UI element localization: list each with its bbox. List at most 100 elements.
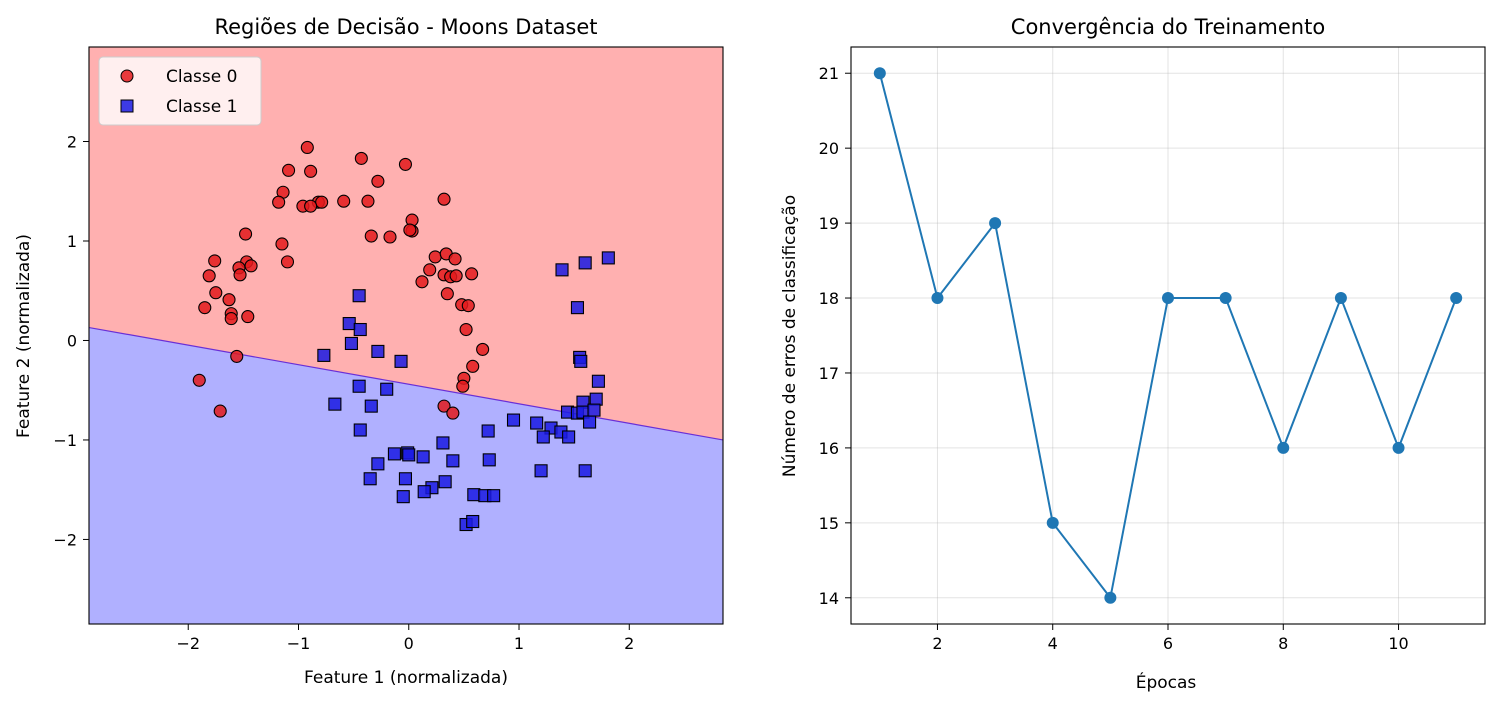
classe1-point <box>555 263 569 277</box>
classe0-point <box>456 379 470 393</box>
classe0-point <box>272 195 286 209</box>
classe1-point <box>344 336 358 351</box>
classe0-point <box>423 263 437 277</box>
error-point <box>1104 591 1117 604</box>
classe0-point <box>437 399 451 413</box>
classe0-point <box>275 237 289 251</box>
class0-region <box>89 47 723 440</box>
classe1-point <box>481 424 495 438</box>
y-tick-label: 16 <box>819 439 839 458</box>
classe1-point <box>342 317 356 331</box>
classe1-point <box>438 475 452 489</box>
y-tick-label: 2 <box>67 133 77 152</box>
y-tick-label: 14 <box>819 589 839 608</box>
y-tick-label: 20 <box>819 139 839 158</box>
classe1-point <box>328 397 342 411</box>
x-tick-label: −2 <box>176 634 200 653</box>
classe1-point <box>416 450 430 464</box>
classe1-point <box>466 514 480 529</box>
error-series-points <box>873 67 1463 604</box>
classe0-point <box>300 140 314 155</box>
y-tick-label: −1 <box>53 431 77 450</box>
error-point <box>989 217 1002 230</box>
error-point <box>1219 292 1232 305</box>
classe0-point <box>415 275 429 289</box>
error-point <box>1162 292 1174 305</box>
decision-boundary <box>89 326 723 441</box>
y-tick-label: 19 <box>819 214 839 233</box>
classe1-point <box>352 379 366 393</box>
convergence-plot: 2 4 6 8 10 14 15 16 17 18 19 20 21 Convergência do T… <box>780 15 1486 693</box>
classe1-point <box>587 403 601 417</box>
classe0-point <box>241 310 255 324</box>
decision-region-plot: −2 −1 0 1 2 −2 −1 0 1 2 Regiões de Decisão - Moon… <box>14 15 724 688</box>
legend-marker-classe0 <box>120 69 134 83</box>
classe1-point <box>436 436 450 450</box>
classe0-point <box>239 227 253 241</box>
right-chart-title: Convergência do Treinamento <box>1011 15 1325 39</box>
classe1-point <box>417 485 431 499</box>
classe1-point <box>578 464 592 478</box>
x-tick-label: 8 <box>1278 634 1288 653</box>
classe1-point <box>394 354 408 368</box>
classe1-point <box>482 453 496 467</box>
classe0-point <box>304 199 318 213</box>
classe0-point <box>192 373 206 387</box>
y-tick-label: 18 <box>819 289 839 308</box>
classe0-point <box>465 267 479 281</box>
classe0-point <box>315 195 329 209</box>
classe1-point <box>317 348 331 362</box>
classe1-point <box>578 256 592 270</box>
classe0-point <box>282 163 296 177</box>
x-tick-label: 10 <box>1388 634 1408 653</box>
x-tick-label: 6 <box>1163 634 1173 653</box>
error-point <box>1334 292 1347 305</box>
left-axes-frame <box>88 46 724 625</box>
error-point <box>1450 292 1463 305</box>
y-tick-label: 17 <box>819 364 839 383</box>
classe1-point <box>506 413 521 427</box>
classe1-point <box>380 382 394 396</box>
y-tick-label: 21 <box>819 64 839 83</box>
classe0-point <box>398 157 412 171</box>
classe0-point <box>476 342 490 356</box>
classe1-point <box>353 322 367 337</box>
error-point <box>1392 441 1405 454</box>
classe1-point <box>574 354 588 368</box>
classe1-point <box>467 488 481 502</box>
legend: Classe 0 Classe 1 <box>98 56 262 126</box>
classe0-point <box>448 252 462 266</box>
classe1-point <box>530 416 544 430</box>
classe0-point <box>198 301 212 315</box>
classe1-point <box>363 472 377 486</box>
classe0-point <box>371 174 385 188</box>
x-tick-label: 4 <box>1048 634 1058 653</box>
classe1-point <box>591 374 605 388</box>
classe1-point <box>589 392 603 406</box>
classe1-point <box>534 464 548 478</box>
classe0-point <box>383 230 397 244</box>
classe1-point <box>562 430 576 444</box>
classe0-point <box>233 268 247 282</box>
classe1-point <box>536 430 550 444</box>
error-point <box>931 292 944 305</box>
x-tick-label: −1 <box>287 634 311 653</box>
right-y-axis-label: Número de erros de classificação <box>780 195 800 477</box>
classe1-point <box>387 447 401 461</box>
x-tick-label: 2 <box>624 634 634 653</box>
classe0-point <box>364 229 378 243</box>
left-ticks: −2 −1 0 1 2 −2 −1 0 1 2 <box>53 133 634 653</box>
classe0-point <box>213 404 227 418</box>
classe0-point <box>337 194 351 208</box>
left-x-axis-label: Feature 1 (normalizada) <box>304 668 508 688</box>
classe0-point <box>222 293 236 307</box>
right-x-axis-label: Épocas <box>1136 671 1197 693</box>
classe1-point <box>402 448 416 462</box>
x-tick-label: 0 <box>404 634 414 653</box>
classe0-point <box>208 254 222 268</box>
classe0-point <box>202 269 216 283</box>
classe0-point <box>461 299 475 313</box>
left-y-axis-label: Feature 2 (normalizada) <box>14 234 34 438</box>
classe0-point <box>428 250 442 264</box>
